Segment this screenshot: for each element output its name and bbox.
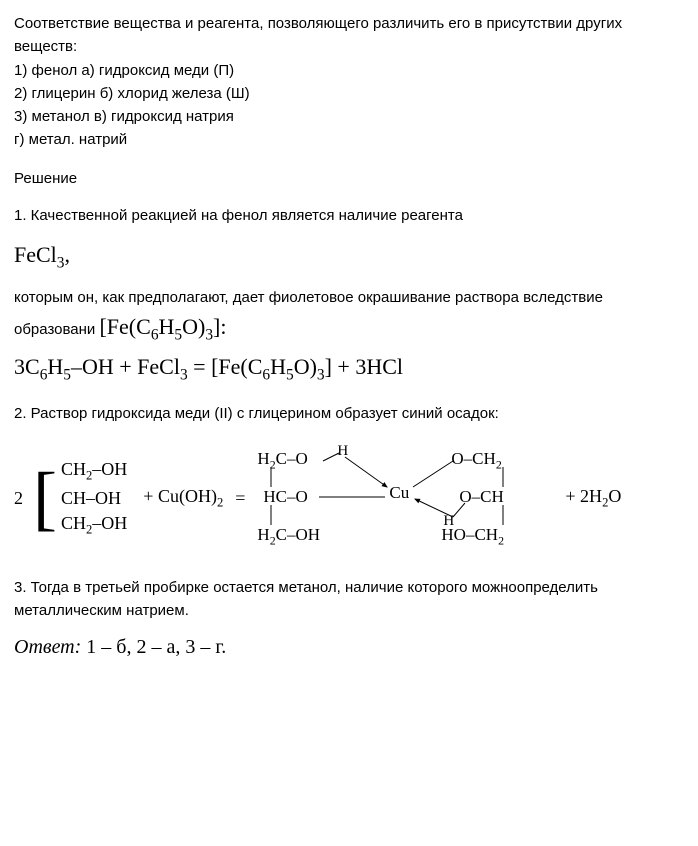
glycerin-reaction: 2 [ CH2–OH CH–OH CH2–OH + Cu(OH)2 = H2C–… xyxy=(14,443,684,553)
complex-lr: HO–CH2 xyxy=(441,525,504,548)
step-1-equation: 3C6H5–OH + FeCl3 = [Fe(C6H5O)3] + 3HCl xyxy=(14,354,684,384)
complex-mr: O–CH xyxy=(459,487,503,507)
question-line-2: 2) глицерин б) хлорид железа (Ш) xyxy=(14,82,684,105)
complex-ll: H2C–OH xyxy=(257,525,320,548)
fecl3-formula: FeCl3, xyxy=(14,241,684,273)
question-line-4: г) метал. натрий xyxy=(14,128,684,151)
plus-cuoh: + Cu(OH)2 xyxy=(143,486,223,511)
fe-complex-formula: [Fe(C6H5O)3]: xyxy=(99,314,226,339)
cu-complex-structure: H2C–O H HC–O H2C–OH Cu O–CH2 O–CH H HO–C… xyxy=(257,443,557,553)
complex-h-ul: H xyxy=(337,443,348,460)
glycerol-row-3: CH2–OH xyxy=(61,513,127,538)
complex-ml: HC–O xyxy=(263,487,307,507)
complex-ur: O–CH2 xyxy=(451,449,501,472)
glycerol-row-1: CH2–OH xyxy=(61,459,127,484)
glycerol-structure: CH2–OH CH–OH CH2–OH xyxy=(57,457,131,539)
complex-ul: H2C–O xyxy=(257,449,307,472)
equals-sign: = xyxy=(235,488,245,509)
question-line-3: 3) метанол в) гидроксид натрия xyxy=(14,105,684,128)
step-3-text: 3. Тогда в третьей пробирке остается мет… xyxy=(14,577,684,622)
answer-line: Ответ: 1 – б, 2 – а, 3 – г. xyxy=(14,636,684,659)
step-2-text: 2. Раствор гидроксида меди (II) с глицер… xyxy=(14,403,684,426)
glycerol-row-2: CH–OH xyxy=(61,488,127,509)
solution-header: Решение xyxy=(14,170,684,187)
step-1-text-a: 1. Качественной реакцией на фенол являет… xyxy=(14,205,684,228)
answer-label: Ответ: xyxy=(14,636,81,658)
glycerol-coefficient: 2 xyxy=(14,488,23,509)
question-line-1: 1) фенол а) гидроксид меди (П) xyxy=(14,59,684,82)
plus-water: + 2H2O xyxy=(565,486,621,511)
complex-cu: Cu xyxy=(389,483,409,503)
answer-value: 1 – б, 2 – а, 3 – г. xyxy=(86,636,226,658)
question-prompt: Соответствие вещества и реагента, позвол… xyxy=(14,12,684,59)
bracket-left: [ xyxy=(33,466,57,531)
